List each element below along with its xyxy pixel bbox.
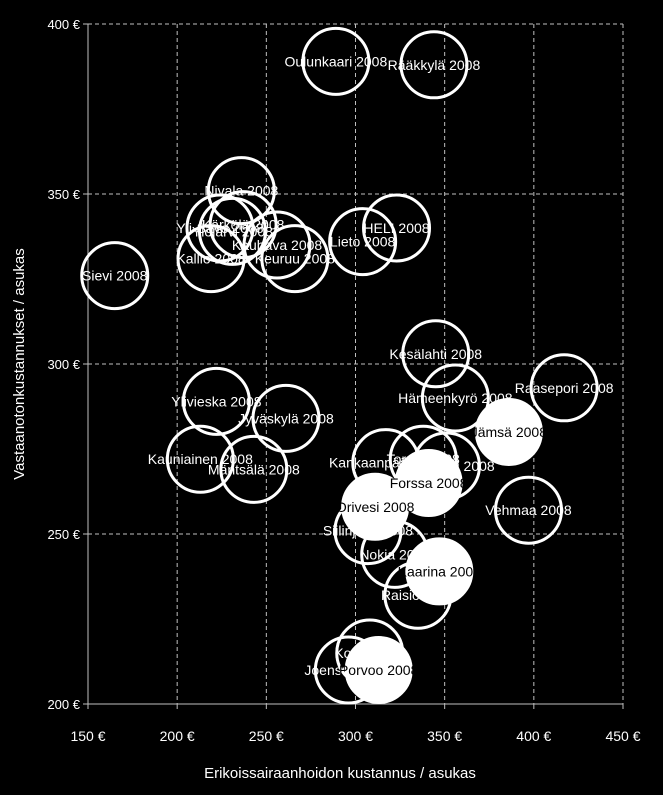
axes (83, 23, 624, 709)
x-tick-label: 150 € (70, 728, 105, 744)
point-label: Raisio 2008 (381, 587, 455, 603)
y-tick-label: 300 € (47, 357, 80, 372)
x-tick-label: 350 € (427, 728, 462, 744)
data-point (219, 434, 289, 504)
data-point (362, 193, 432, 263)
y-tick-label: 250 € (47, 527, 80, 542)
point-label: Orivesi 2008 (336, 499, 415, 515)
point-label: Kesälahti 2008 (389, 346, 482, 362)
data-point (206, 156, 276, 226)
point-label: Forssa 2008 (390, 475, 468, 491)
point-label: Lieto 2008 (330, 234, 396, 250)
point-label: Jämsä 2008 (471, 424, 547, 440)
x-tick-labels: 150 € 200 € 250 € 300 € 350 € 400 € 450 € (70, 728, 640, 744)
data-point (333, 496, 403, 566)
point-label: Kankaanpää 2008 (329, 455, 443, 471)
x-tick-label: 450 € (605, 728, 640, 744)
highlighted-data-point (474, 398, 543, 466)
point-label: Siilinjärvi 2008 (323, 523, 413, 539)
data-point (301, 26, 371, 96)
y-tick-label: 400 € (47, 17, 80, 32)
point-label: Kärkölä 2008 (202, 217, 285, 233)
point-label: Oulunkaari 2008 (285, 53, 388, 69)
point-label: Hämeenkyrö 2008 (398, 390, 513, 406)
data-point (399, 30, 469, 100)
data-point (80, 241, 150, 311)
point-label: Jyväskylä 2008 (238, 410, 334, 426)
point-label: Mäntsälä 2008 (208, 461, 300, 477)
y-tick-label: 200 € (47, 697, 80, 712)
point-label: Ylivieska 2008 (171, 393, 261, 409)
point-label: Tornio 2008 (387, 451, 460, 467)
x-tick-label: 250 € (249, 728, 284, 744)
data-point (165, 424, 235, 494)
y-axis-label: Vastaanotonkustannukset / asukas (11, 248, 28, 480)
point-label: Kotka 2008 (334, 645, 405, 661)
data-point (383, 560, 453, 630)
point-label: Ylöjärvi 2008 (192, 223, 273, 239)
x-tick-label: 200 € (160, 728, 195, 744)
y-tick-label: 350 € (47, 187, 80, 202)
point-label: Kaarina 2008 (398, 563, 482, 579)
point-label: Yli-Savo 2008 (176, 220, 263, 236)
highlighted-data-point (341, 472, 410, 541)
data-point (420, 363, 490, 433)
data-point (260, 224, 330, 294)
data-points (80, 26, 599, 705)
highlighted-data-point (344, 636, 413, 704)
point-label: Sievi 2008 (82, 268, 148, 284)
point-label: Kallio 2008 (176, 251, 245, 267)
point-label: Kauhava 2008 (232, 237, 323, 253)
data-point (181, 366, 251, 436)
point-label: HELI 2008 (363, 220, 429, 236)
x-tick-label: 300 € (338, 728, 373, 744)
x-axis-label: Erikoissairaanhoidon kustannus / asukas (204, 765, 476, 782)
data-point (328, 207, 398, 277)
point-label: Kauhajoki 2008 (398, 458, 495, 474)
point-label: Rääkkylä 2008 (388, 57, 481, 73)
data-point (251, 383, 321, 453)
data-point (197, 196, 267, 266)
point-label: Porvoo 2008 (339, 662, 419, 678)
data-point (401, 319, 471, 389)
data-point (529, 353, 599, 423)
data-point (176, 224, 246, 294)
point-labels: Oulunkaari 2008 Rääkkylä 2008 Nivala 2008 S… (82, 53, 614, 678)
point-label: Keuruu 2008 (255, 251, 335, 267)
point-label: Joensuu 2008 (304, 662, 392, 678)
point-label: Nivala 2008 (204, 183, 278, 199)
point-label: Nokia 2008 (359, 546, 430, 562)
y-tick-labels: 200 € 250 € 300 € 350 € 400 € (47, 17, 80, 712)
data-point (493, 475, 563, 545)
point-label: Raasepori 2008 (515, 380, 614, 396)
point-label: Kauniainen 2008 (148, 451, 253, 467)
data-point (242, 210, 312, 280)
x-tick-label: 400 € (516, 728, 551, 744)
point-label: Vehmaa 2008 (485, 502, 572, 518)
